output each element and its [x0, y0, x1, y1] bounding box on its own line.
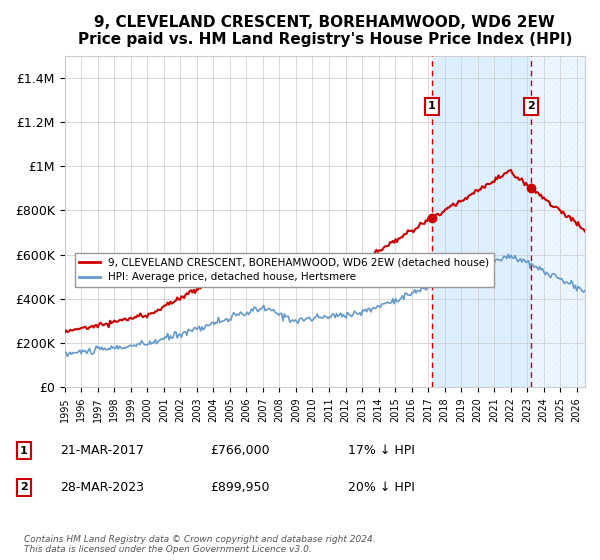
- Text: 28-MAR-2023: 28-MAR-2023: [60, 480, 144, 494]
- Bar: [432, 55, 531, 387]
- Text: 21-MAR-2017: 21-MAR-2017: [60, 444, 144, 458]
- Text: 1: 1: [20, 446, 28, 456]
- Text: 20% ↓ HPI: 20% ↓ HPI: [348, 480, 415, 494]
- Text: 17% ↓ HPI: 17% ↓ HPI: [348, 444, 415, 458]
- Text: 2: 2: [527, 101, 535, 111]
- Text: £899,950: £899,950: [210, 480, 269, 494]
- Text: 2: 2: [20, 482, 28, 492]
- Legend: 9, CLEVELAND CRESCENT, BOREHAMWOOD, WD6 2EW (detached house), HPI: Average price: 9, CLEVELAND CRESCENT, BOREHAMWOOD, WD6 …: [75, 253, 494, 287]
- Text: £766,000: £766,000: [210, 444, 269, 458]
- Text: 1: 1: [428, 101, 436, 111]
- Bar: [531, 55, 585, 387]
- Text: Contains HM Land Registry data © Crown copyright and database right 2024.
This d: Contains HM Land Registry data © Crown c…: [24, 535, 376, 554]
- Title: 9, CLEVELAND CRESCENT, BOREHAMWOOD, WD6 2EW
Price paid vs. HM Land Registry's Ho: 9, CLEVELAND CRESCENT, BOREHAMWOOD, WD6 …: [77, 15, 572, 48]
